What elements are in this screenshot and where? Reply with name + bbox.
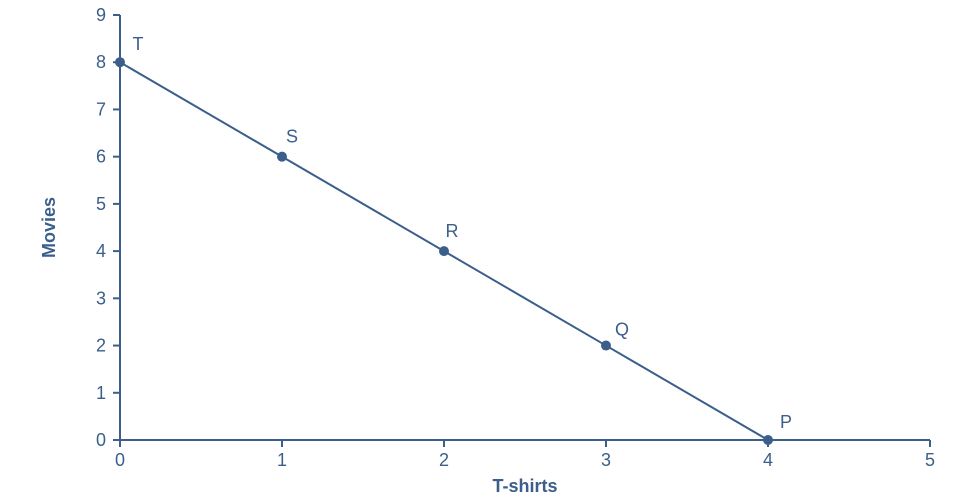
data-point-q: [601, 341, 611, 351]
y-tick-label: 7: [96, 99, 106, 119]
y-tick-label: 6: [96, 147, 106, 167]
y-tick-label: 9: [96, 5, 106, 25]
y-tick-label: 5: [96, 194, 106, 214]
y-tick-label: 2: [96, 336, 106, 356]
x-tick-label: 0: [115, 450, 125, 470]
point-label-p: P: [780, 412, 792, 432]
point-label-t: T: [133, 34, 144, 54]
y-tick-label: 3: [96, 288, 106, 308]
data-point-s: [277, 152, 287, 162]
data-point-r: [439, 246, 449, 256]
y-tick-label: 4: [96, 241, 106, 261]
y-tick-label: 8: [96, 52, 106, 72]
y-tick-label: 0: [96, 430, 106, 450]
point-label-s: S: [286, 127, 298, 147]
x-tick-label: 2: [439, 450, 449, 470]
y-tick-label: 1: [96, 383, 106, 403]
data-point-t: [115, 57, 125, 67]
budget-constraint-chart: 0 1 2 3 4 5 0 1 2 3 4 5 6 7 8 9 T S R Q P T-shirts Movies: [0, 0, 976, 501]
data-point-p: [763, 435, 773, 445]
x-axis-label: T-shirts: [492, 476, 557, 496]
x-tick-label: 4: [763, 450, 773, 470]
chart-background: [0, 0, 976, 501]
chart-svg: 0 1 2 3 4 5 0 1 2 3 4 5 6 7 8 9 T S R Q P T-shirts Movies: [0, 0, 976, 501]
x-tick-label: 1: [277, 450, 287, 470]
x-tick-label: 3: [601, 450, 611, 470]
y-axis-label: Movies: [39, 197, 59, 258]
point-label-q: Q: [615, 320, 629, 340]
point-label-r: R: [446, 221, 459, 241]
x-tick-label: 5: [925, 450, 935, 470]
